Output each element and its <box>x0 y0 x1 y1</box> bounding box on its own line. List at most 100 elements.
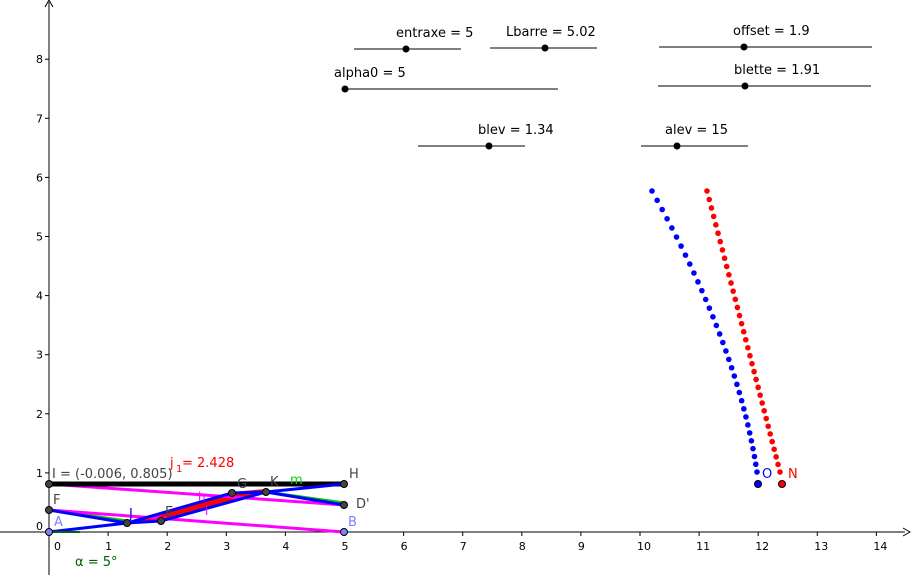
locus-red <box>704 188 783 475</box>
label-A: A <box>54 515 63 530</box>
locus-dot <box>745 344 751 351</box>
locus-dot <box>740 328 747 335</box>
segment-K-D-blue <box>265 490 345 507</box>
slider-handle[interactable] <box>485 142 493 150</box>
slider-label: blette = 1.91 <box>734 63 820 78</box>
j1-subscript: 1 <box>176 464 182 475</box>
locus-dot <box>732 296 739 303</box>
locus-dot <box>708 205 715 211</box>
locus-dot <box>750 445 756 452</box>
y-tick-label: 5 <box>36 231 43 244</box>
locus-dot <box>678 243 684 249</box>
x-tick-label: 10 <box>637 540 651 553</box>
locus-dot <box>771 446 777 453</box>
point-N[interactable] <box>778 480 786 488</box>
locus-dot <box>741 406 747 412</box>
point-O[interactable] <box>754 480 762 488</box>
point-K[interactable] <box>262 488 270 496</box>
locus-dot <box>673 234 680 240</box>
point-H[interactable] <box>340 480 348 488</box>
slider-blette[interactable]: blette = 1.91 <box>658 63 871 90</box>
locus-dot <box>716 331 723 337</box>
x-tick-label: 9 <box>578 540 585 553</box>
locus-dot <box>726 356 732 363</box>
slider-handle[interactable] <box>740 43 748 51</box>
slider-blev[interactable]: blev = 1.34 <box>418 123 554 150</box>
locus-dot <box>728 364 735 371</box>
point-G[interactable] <box>228 489 236 497</box>
locus-dot <box>726 271 732 278</box>
point-I[interactable] <box>45 480 53 488</box>
slider-handle[interactable] <box>541 44 549 52</box>
slider-alev[interactable]: alev = 15 <box>641 123 748 150</box>
slider-handle[interactable] <box>673 142 681 150</box>
locus-dot <box>715 230 721 237</box>
y-tick-label: 3 <box>36 349 43 362</box>
segment-I-D-magenta <box>48 482 345 507</box>
point-F[interactable] <box>45 506 53 514</box>
point-E[interactable] <box>157 517 165 525</box>
label-D-prime: D' <box>356 497 370 512</box>
y-tick-label: 1 <box>36 467 43 480</box>
slider-alpha0[interactable]: alpha0 = 5 <box>334 66 558 93</box>
label-F: F <box>53 493 60 508</box>
segment-E-K-blue <box>160 490 267 523</box>
locus-dot <box>738 320 745 327</box>
locus-dot <box>763 415 769 422</box>
locus-dot <box>730 288 736 294</box>
label-O: O <box>762 467 772 482</box>
slider-handle[interactable] <box>402 45 410 53</box>
points <box>45 480 786 536</box>
x-tick-label: 13 <box>814 540 828 553</box>
label-E: E <box>165 505 173 520</box>
point-J[interactable] <box>123 519 131 527</box>
segment-F-J-blue <box>48 508 128 525</box>
locus-dot <box>713 322 720 329</box>
locus-dot <box>702 296 709 303</box>
labels: I = (-0.006, 0.805) j 1 = 2.428 α = 5° A… <box>52 456 798 570</box>
sliders: entraxe = 5 Lbarre = 5.02 offset = 1.9 alph… <box>334 24 872 150</box>
locus-dot <box>751 368 757 375</box>
locus-dot <box>754 469 760 475</box>
locus-dot <box>710 314 716 320</box>
locus-dot <box>777 469 783 475</box>
point-B[interactable] <box>340 528 348 536</box>
locus-dot <box>736 312 743 319</box>
slider-handle[interactable] <box>341 85 349 93</box>
label-m: m <box>290 473 303 488</box>
locus-blue <box>649 188 760 475</box>
locus-dot <box>767 431 773 437</box>
locus-dot <box>695 279 701 285</box>
slider-handle[interactable] <box>741 82 749 90</box>
construction <box>48 481 345 534</box>
locus-dot <box>761 407 767 414</box>
locus-dot <box>706 196 713 203</box>
label-B: B <box>348 515 357 530</box>
x-tick-label: 3 <box>223 540 230 553</box>
locus-dot <box>691 270 697 276</box>
x-tick-label: 7 <box>460 540 467 553</box>
locus-dot <box>664 215 670 222</box>
locus-dot <box>649 188 655 194</box>
y-tick-label: 4 <box>36 290 43 303</box>
point-A[interactable] <box>45 528 53 536</box>
slider-entraxe[interactable]: entraxe = 5 <box>354 26 473 53</box>
locus-dot <box>699 287 705 294</box>
x-tick-label: 8 <box>519 540 526 553</box>
locus-dot <box>686 261 693 267</box>
label-i: i <box>205 504 208 518</box>
slider-lbarre[interactable]: Lbarre = 5.02 <box>490 25 597 52</box>
alpha-label: α = 5° <box>75 555 118 570</box>
slider-offset[interactable]: offset = 1.9 <box>659 24 872 51</box>
label-J: J <box>128 507 133 522</box>
segment-F-B-magenta <box>48 508 345 534</box>
locus-dot <box>748 438 755 444</box>
slider-label: alev = 15 <box>665 123 728 138</box>
locus-dot <box>752 461 759 468</box>
x-tick-label: 5 <box>342 540 349 553</box>
locus-dot <box>721 255 728 262</box>
locus-dot <box>747 352 753 359</box>
locus-dot <box>755 384 761 391</box>
point-D[interactable] <box>340 501 348 509</box>
